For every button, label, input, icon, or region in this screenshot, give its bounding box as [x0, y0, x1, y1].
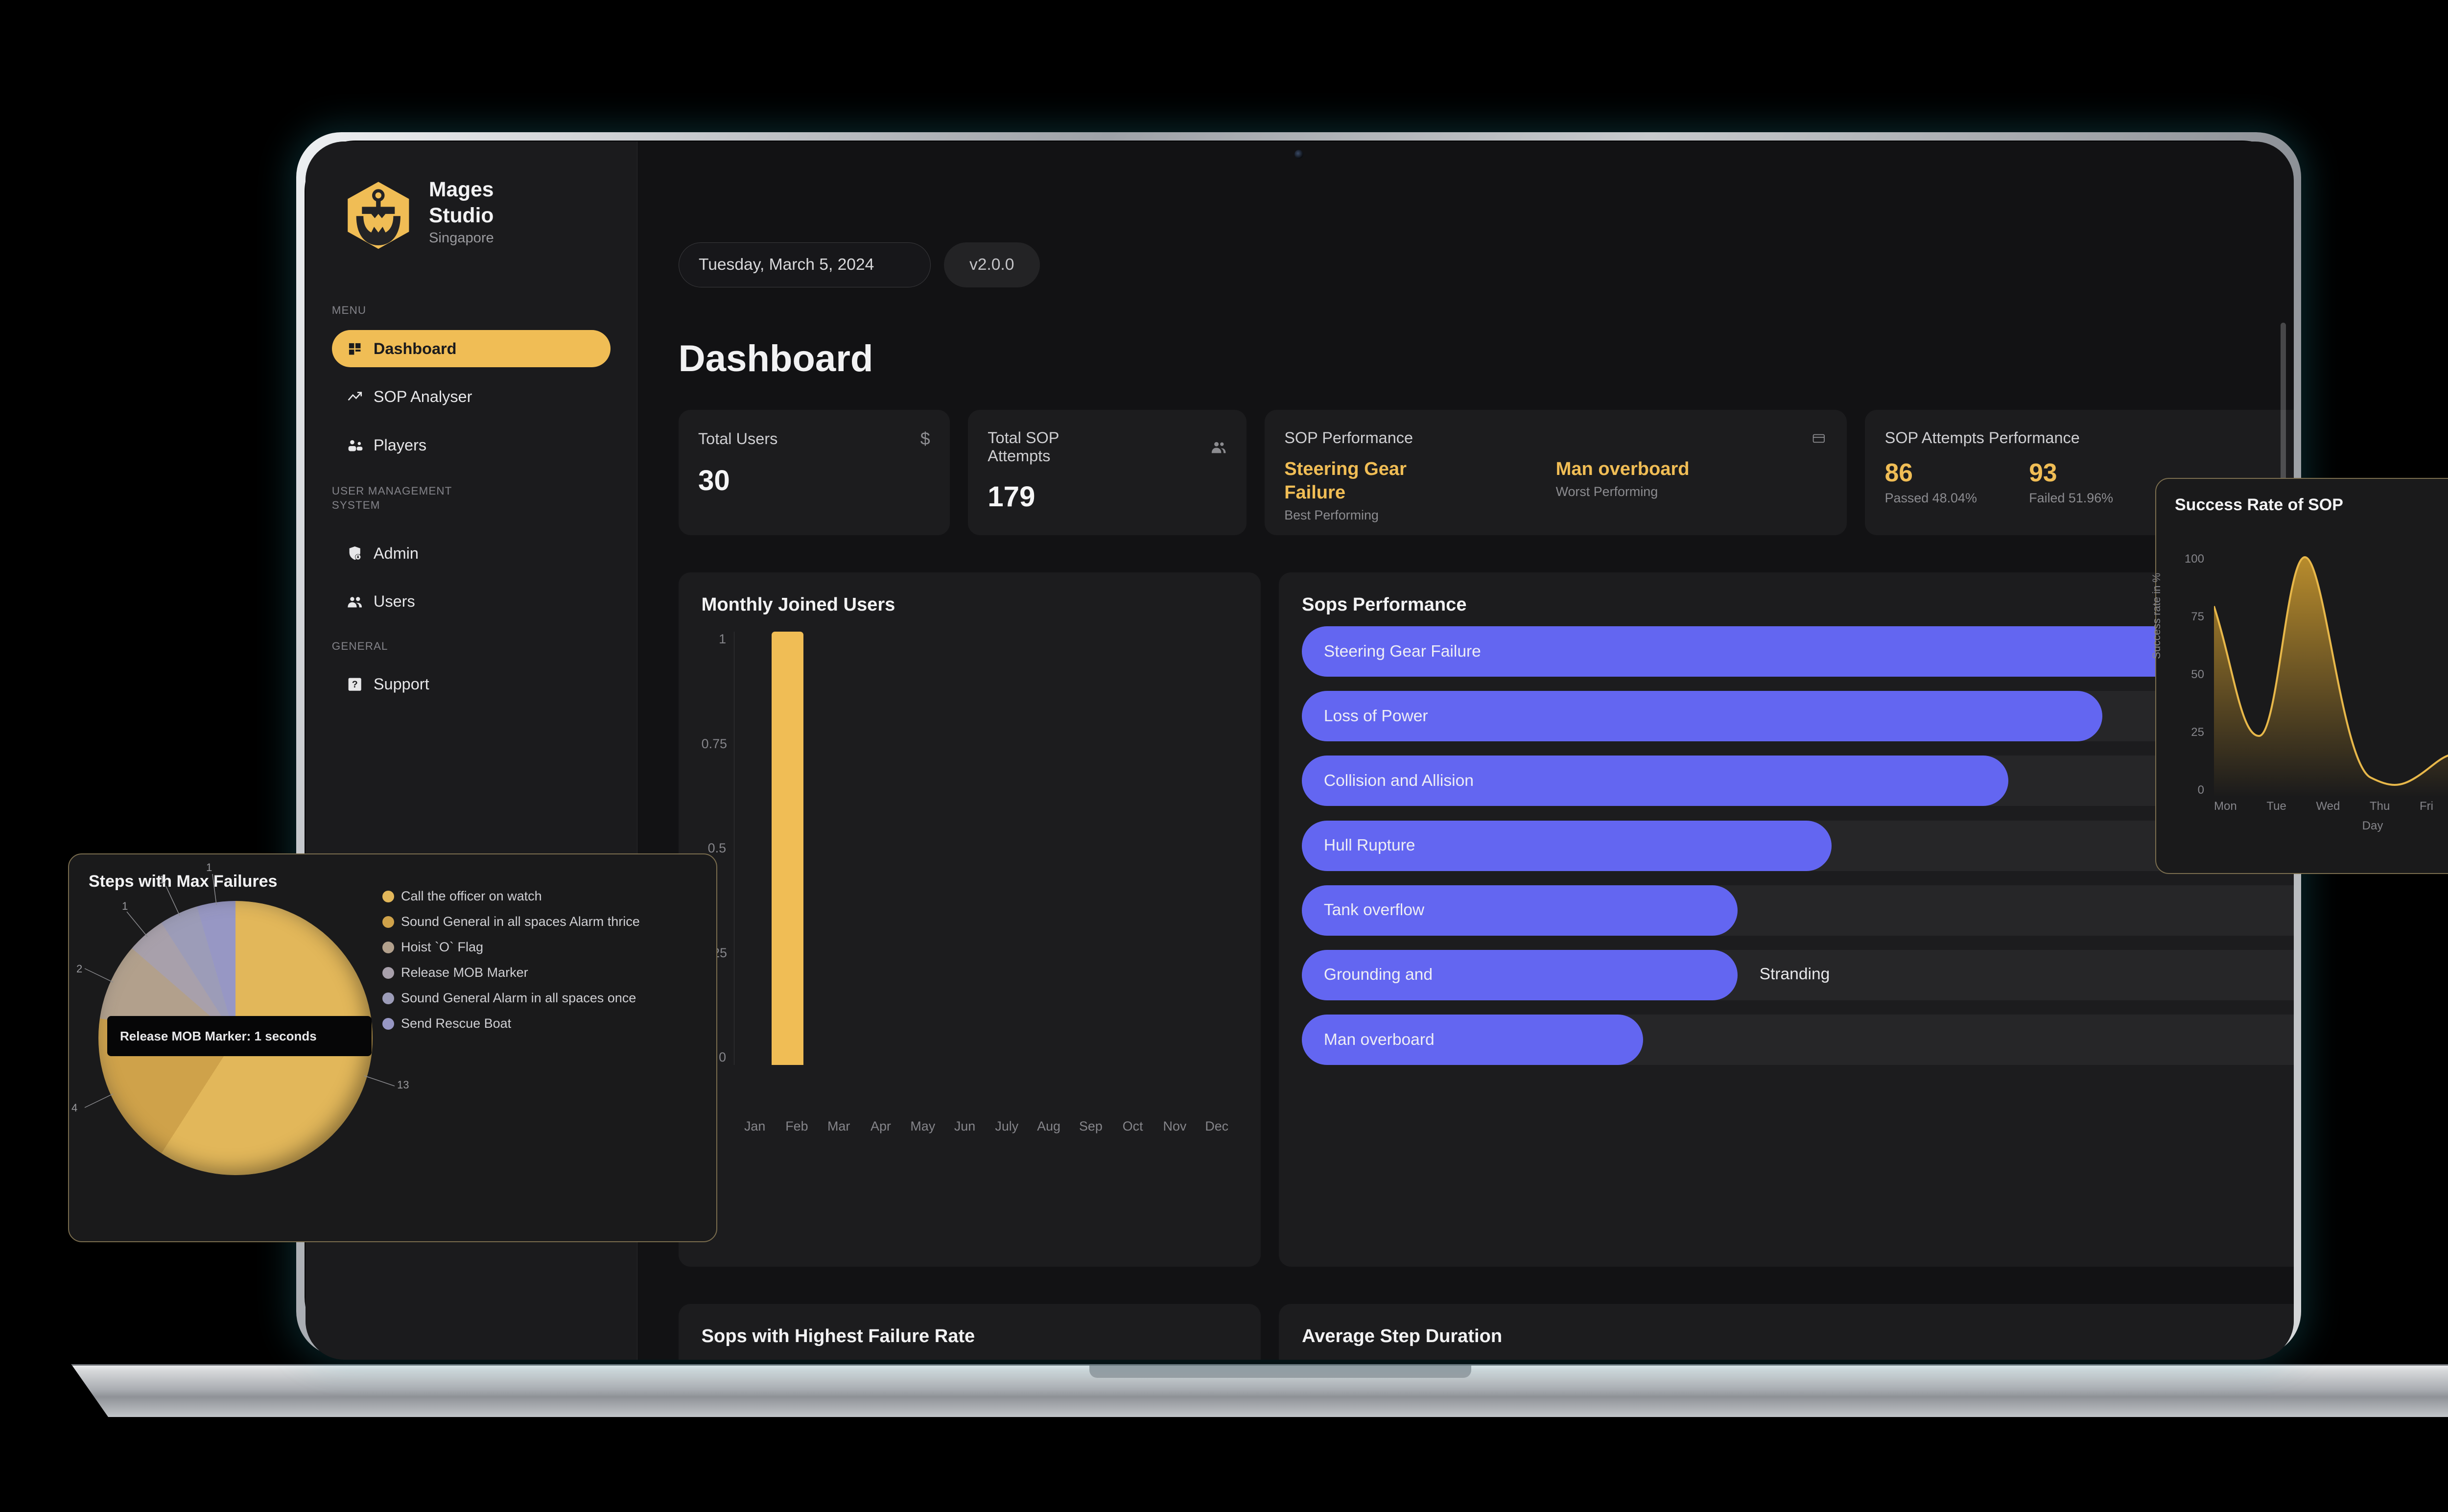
svg-text:?: ? [352, 679, 358, 690]
svg-text:4: 4 [71, 1102, 77, 1114]
svg-text:2: 2 [76, 963, 82, 975]
svg-text:13: 13 [397, 1079, 409, 1091]
svg-text:1: 1 [122, 900, 128, 912]
